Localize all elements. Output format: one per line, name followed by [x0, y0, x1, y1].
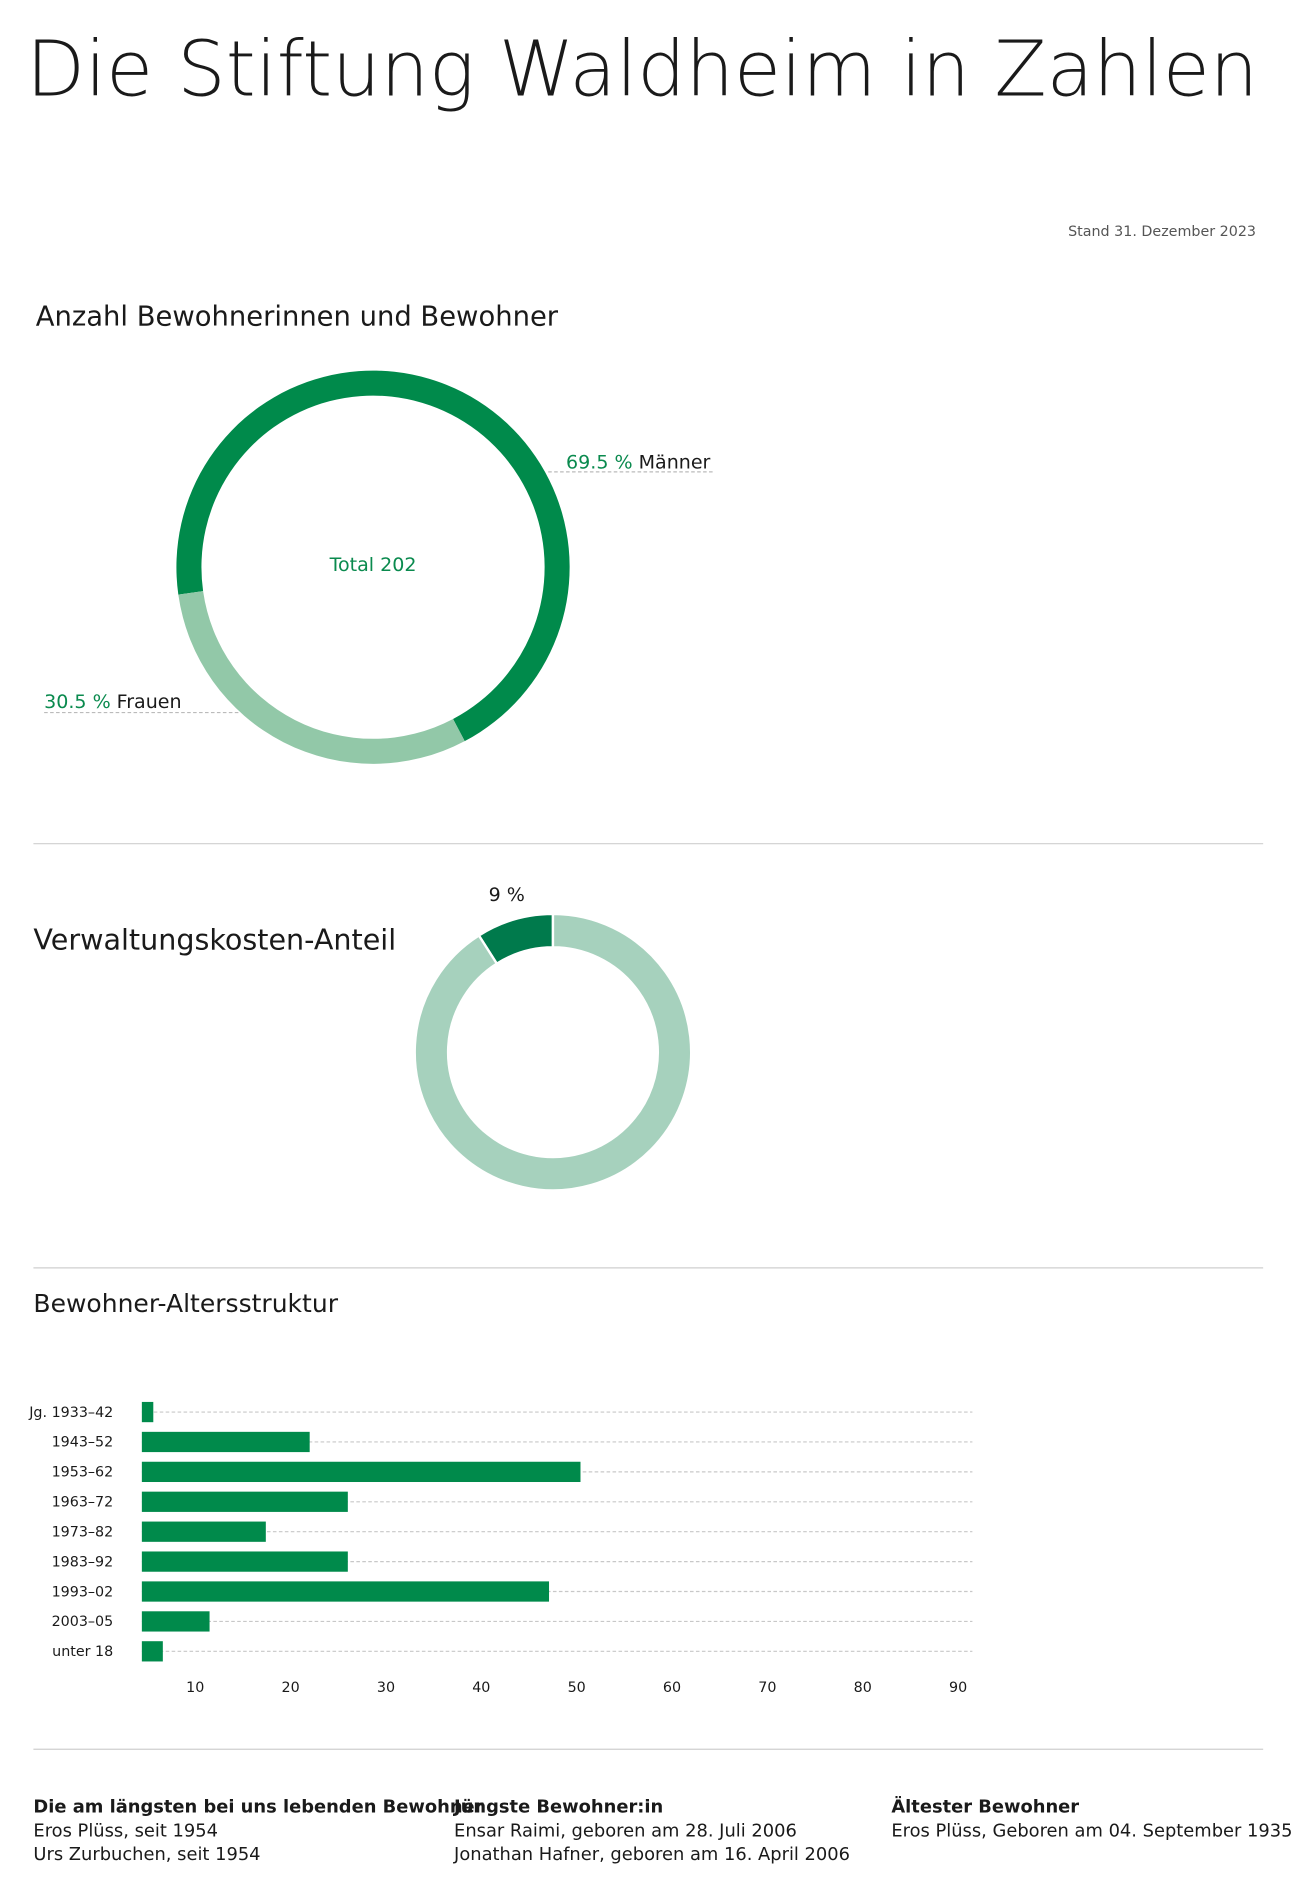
donut-segment: [178, 591, 465, 764]
x-tick-label: 50: [568, 1680, 586, 1696]
footer-heading: Jüngste Bewohner:in: [453, 1796, 663, 1817]
x-tick-label: 10: [186, 1680, 204, 1696]
bar: [141, 1551, 348, 1572]
category-label: 1953–62: [52, 1465, 114, 1481]
center-label: Total 202: [329, 554, 417, 576]
category-label: 1983–92: [52, 1554, 114, 1570]
footer-line: Eros Plüss, Geboren am 04. September 193…: [891, 1820, 1292, 1841]
bar: [141, 1431, 310, 1453]
x-tick-label: 60: [663, 1680, 681, 1696]
bar: [141, 1611, 210, 1632]
value-label: 9 %: [489, 884, 525, 906]
footer-heading: Ältester Bewohner: [891, 1795, 1079, 1817]
x-tick-label: 40: [472, 1680, 490, 1696]
bar: [141, 1401, 154, 1423]
donut-segment: [413, 912, 693, 1192]
category-label: Männer: [639, 451, 711, 473]
chart-title: Verwaltungskosten-Anteil: [33, 923, 396, 957]
category-label: unter 18: [52, 1644, 113, 1660]
category-label: 1973–82: [52, 1524, 114, 1540]
footer-line: Urs Zurbuchen, seit 1954: [33, 1844, 260, 1865]
x-tick-label: 30: [377, 1680, 395, 1696]
bar: [141, 1641, 163, 1662]
bar: [141, 1461, 581, 1483]
x-tick-label: 70: [758, 1680, 776, 1696]
x-tick-label: 80: [854, 1680, 872, 1696]
x-tick-label: 90: [949, 1680, 967, 1696]
page-title: Die Stiftung Waldheim in Zahlen: [26, 24, 1258, 113]
bar: [141, 1521, 266, 1542]
x-tick-label: 20: [282, 1680, 300, 1696]
category-label: 1943–52: [52, 1435, 114, 1451]
category-label: Jg. 1933–42: [28, 1405, 113, 1421]
footer-line: Jonathan Hafner, geboren am 16. April 20…: [453, 1844, 850, 1865]
category-label: Frauen: [117, 691, 182, 713]
value-label: 30.5 %: [44, 691, 111, 713]
footer-heading: Die am längsten bei uns lebenden Bewohne…: [33, 1796, 483, 1817]
category-label: 1993–02: [52, 1584, 114, 1600]
category-label: 2003–05: [52, 1614, 114, 1630]
bar: [141, 1581, 550, 1602]
bar: [141, 1491, 348, 1512]
footer-line: Ensar Raimi, geboren am 28. Juli 2006: [454, 1820, 797, 1841]
category-label: 1963–72: [52, 1495, 114, 1511]
date-note: Stand 31. Dezember 2023: [1068, 224, 1256, 240]
chart-title: Bewohner-Altersstruktur: [33, 1289, 338, 1318]
chart-title: Anzahl Bewohnerinnen und Bewohner: [36, 301, 559, 332]
value-label: 69.5 %: [566, 451, 633, 473]
footer-line: Eros Plüss, seit 1954: [33, 1820, 218, 1841]
